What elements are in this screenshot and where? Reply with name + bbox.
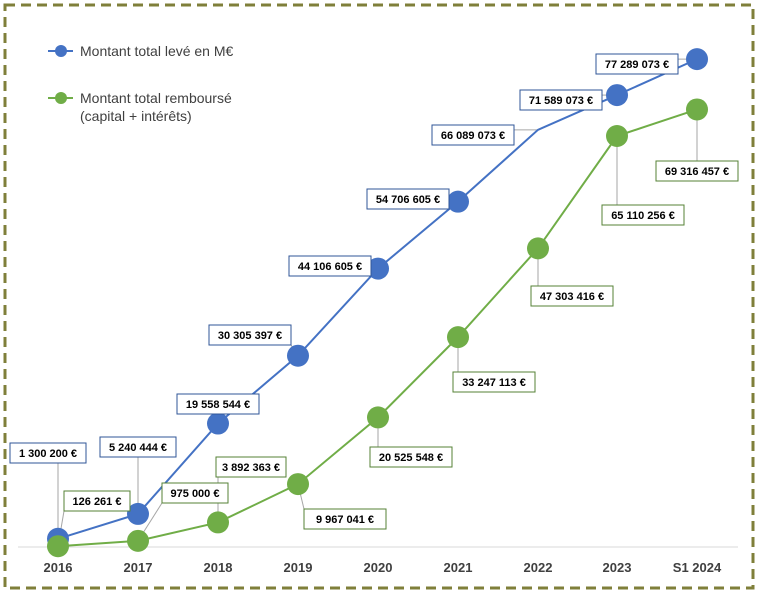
data-label-rembourse: 47 303 416 € (540, 291, 604, 303)
data-labels: 1 300 200 € 5 240 444 € 19 558 544 € 30 305… (9, 53, 739, 530)
marker-rembourse (127, 529, 149, 552)
data-label-box (9, 442, 87, 464)
marker-rembourse (527, 237, 549, 260)
marker-rembourse (287, 473, 309, 496)
x-tick-label: 2019 (284, 560, 313, 575)
data-label-levee: 66 089 073 € (441, 130, 505, 142)
data-label-rembourse: 975 000 € (171, 488, 220, 500)
data-label-box (655, 160, 739, 182)
data-label-levee: 44 106 605 € (298, 261, 362, 273)
marker-levee (127, 502, 149, 525)
chart-frame (3, 3, 755, 590)
marker-levee (367, 257, 389, 280)
data-label-levee: 77 289 073 € (605, 59, 669, 71)
x-tick-label: 2020 (364, 560, 393, 575)
legend-label-rembourse-line2: (capital + intérêts) (80, 108, 192, 124)
data-label-levee: 5 240 444 € (109, 442, 167, 454)
x-tick-label: 2017 (124, 560, 153, 575)
data-label-box (530, 285, 614, 307)
data-label-levee: 30 305 397 € (218, 330, 282, 342)
data-label-rembourse: 33 247 113 € (462, 377, 526, 389)
marker-rembourse (606, 124, 628, 147)
legend-marker-levee (55, 45, 67, 57)
data-label-box (431, 124, 515, 146)
data-label-box (161, 482, 229, 504)
data-label-box (601, 204, 685, 226)
legend-marker-rembourse (55, 92, 67, 104)
data-label-box (519, 89, 603, 111)
data-label-rembourse: 65 110 256 € (611, 210, 675, 222)
data-label-box (288, 255, 372, 277)
marker-rembourse (686, 98, 708, 121)
data-label-levee: 71 589 073 € (529, 95, 593, 107)
x-tick-label: 2022 (524, 560, 553, 575)
marker-rembourse (47, 535, 69, 558)
x-axis-tick-labels: 2016 2017 2018 2019 2020 2021 2022 2023 S1 2024 (44, 560, 722, 575)
data-label-box (215, 456, 287, 478)
data-label-rembourse: 126 261 € (73, 496, 122, 508)
x-tick-label: 2021 (444, 560, 473, 575)
data-label-rembourse: 20 525 548 € (379, 452, 443, 464)
data-label-box (369, 446, 453, 468)
data-label-box (595, 53, 679, 75)
marker-levee (447, 190, 469, 213)
marker-rembourse (447, 326, 469, 349)
legend-label-rembourse-line1: Montant total remboursé (80, 90, 232, 106)
legend: Montant total levé en M€ Montant total r… (48, 43, 234, 124)
data-label-box (99, 436, 177, 458)
x-tick-label: 2023 (603, 560, 632, 575)
legend-label-levee: Montant total levé en M€ (80, 43, 234, 59)
marker-levee (287, 344, 309, 367)
data-label-box (176, 393, 260, 415)
series-line-rembourse (57, 108, 698, 548)
data-label-rembourse: 9 967 041 € (316, 514, 374, 526)
marker-rembourse (367, 406, 389, 429)
data-label-rembourse: 69 316 457 € (665, 166, 729, 178)
data-label-box (366, 188, 450, 210)
data-label-box (303, 508, 387, 530)
data-label-levee: 19 558 544 € (186, 399, 250, 411)
x-tick-label: 2018 (204, 560, 233, 575)
marker-levee (686, 48, 708, 71)
data-label-rembourse: 3 892 363 € (222, 462, 280, 474)
data-label-box (208, 324, 292, 346)
marker-rembourse (207, 511, 229, 534)
x-tick-label: S1 2024 (673, 560, 722, 575)
series-markers (47, 48, 708, 558)
data-label-levee: 1 300 200 € (19, 448, 77, 460)
legend-item-rembourse: Montant total remboursé (capital + intér… (48, 90, 232, 124)
data-label-levee: 54 706 605 € (376, 194, 440, 206)
x-tick-label: 2016 (44, 560, 73, 575)
marker-levee (606, 84, 628, 107)
data-label-box (452, 371, 536, 393)
data-label-box (63, 490, 131, 512)
marker-levee (207, 412, 229, 435)
legend-item-levee: Montant total levé en M€ (48, 43, 234, 59)
